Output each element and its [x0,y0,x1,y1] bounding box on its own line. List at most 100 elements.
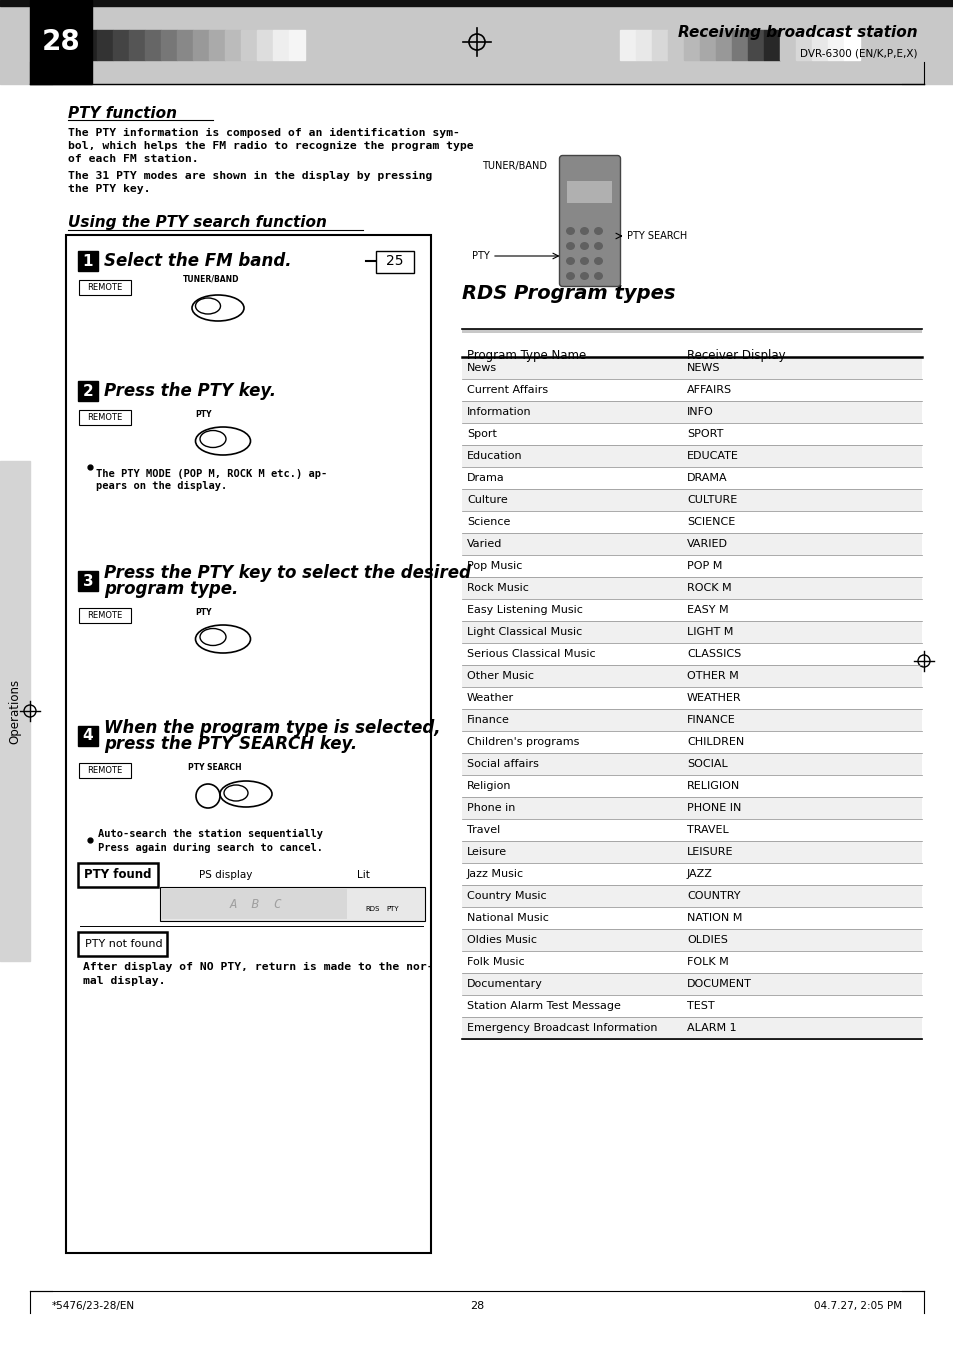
Bar [160,888,424,921]
Text: Emergency Broadcast Information: Emergency Broadcast Information [467,1023,657,1034]
Text: After display of NO PTY, return is made to the nor-: After display of NO PTY, return is made … [83,962,434,971]
Text: TEST: TEST [686,1001,714,1011]
Bar [256,30,273,59]
Text: Folk Music: Folk Music [467,957,524,967]
Text: REMOTE: REMOTE [88,413,123,422]
Bar [193,30,209,59]
Ellipse shape [565,272,575,280]
Ellipse shape [565,257,575,265]
Bar [461,444,921,467]
Text: National Music: National Music [467,913,548,923]
Bar [619,30,636,59]
Text: PTY: PTY [194,409,212,419]
Bar [81,30,97,59]
Text: Documentary: Documentary [467,979,542,989]
Bar [795,30,811,59]
Bar [747,30,763,59]
Text: LIGHT M: LIGHT M [686,627,733,638]
Text: Social affairs: Social affairs [467,759,538,769]
Ellipse shape [594,227,602,235]
Text: Auto-search the station sequentially: Auto-search the station sequentially [98,830,323,839]
Text: Press again during search to cancel.: Press again during search to cancel. [98,843,323,852]
Bar [461,330,921,332]
Bar [667,30,683,59]
Bar [763,30,780,59]
Text: Serious Classical Music: Serious Classical Music [467,648,595,659]
FancyBboxPatch shape [66,235,431,1252]
Text: Program Type Name: Program Type Name [467,349,586,362]
Text: Station Alarm Test Message: Station Alarm Test Message [467,1001,620,1011]
Bar [461,775,921,797]
Bar [0,0,953,84]
Bar [461,357,921,380]
Bar [177,30,193,59]
Text: PTY SEARCH: PTY SEARCH [188,763,241,771]
Text: PTY function: PTY function [68,105,177,122]
Text: REMOTE: REMOTE [88,766,123,775]
Text: Pop Music: Pop Music [467,561,522,571]
Bar [461,534,921,555]
Bar [461,511,921,534]
FancyBboxPatch shape [79,409,131,426]
Bar [273,30,289,59]
Bar [461,467,921,489]
Text: Weather: Weather [467,693,514,703]
Ellipse shape [565,227,575,235]
Bar [461,842,921,863]
Bar [780,30,795,59]
Bar [65,30,81,59]
Ellipse shape [594,257,602,265]
Text: Select the FM band.: Select the FM band. [104,253,292,270]
Text: Travel: Travel [467,825,499,835]
Ellipse shape [565,242,575,250]
Bar [811,30,827,59]
Bar [461,555,921,577]
Text: Sport: Sport [467,430,497,439]
Text: RDS: RDS [365,907,380,912]
Bar [461,380,921,401]
Text: When the program type is selected,: When the program type is selected, [104,719,440,738]
Text: DRAMA: DRAMA [686,473,727,484]
Text: CULTURE: CULTURE [686,494,737,505]
Bar [461,709,921,731]
Text: PTY found: PTY found [84,869,152,881]
Bar [0,461,30,961]
Text: TUNER/BAND: TUNER/BAND [183,276,239,284]
Bar [461,885,921,907]
Text: LEISURE: LEISURE [686,847,733,857]
Text: AFFAIRS: AFFAIRS [686,385,731,394]
Text: Education: Education [467,451,522,461]
Text: OTHER M: OTHER M [686,671,738,681]
Text: COUNTRY: COUNTRY [686,892,740,901]
Bar [461,598,921,621]
Bar [461,973,921,994]
FancyBboxPatch shape [78,863,158,888]
FancyBboxPatch shape [79,608,131,623]
Bar [461,994,921,1017]
Text: *5476/23-28/EN: *5476/23-28/EN [52,1301,135,1310]
Bar [461,621,921,643]
Text: EASY M: EASY M [686,605,728,615]
Text: Science: Science [467,517,510,527]
Text: TUNER/BAND: TUNER/BAND [482,161,547,172]
Text: PHONE IN: PHONE IN [686,802,740,813]
Bar [30,0,91,84]
Text: Press the PTY key to select the desired: Press the PTY key to select the desired [104,563,471,582]
Text: SOCIAL: SOCIAL [686,759,727,769]
Text: TRAVEL: TRAVEL [686,825,728,835]
Ellipse shape [594,242,602,250]
Bar [78,381,98,401]
Bar [461,907,921,929]
Text: program type.: program type. [104,580,238,598]
Bar [461,688,921,709]
Text: Culture: Culture [467,494,507,505]
Text: press the PTY SEARCH key.: press the PTY SEARCH key. [104,735,356,753]
Text: PTY SEARCH: PTY SEARCH [627,231,687,240]
Text: INFO: INFO [686,407,713,417]
Text: the PTY key.: the PTY key. [68,184,151,195]
Bar [461,951,921,973]
Text: DOCUMENT: DOCUMENT [686,979,751,989]
Bar [461,797,921,819]
Text: RELIGION: RELIGION [686,781,740,790]
Bar [731,30,747,59]
